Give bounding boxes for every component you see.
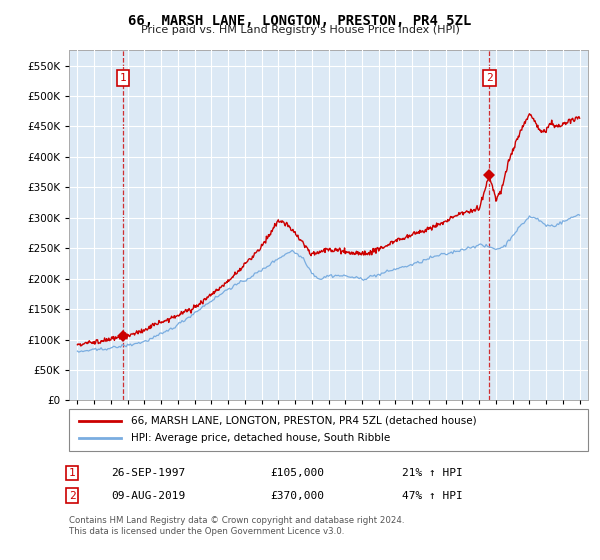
Text: Price paid vs. HM Land Registry's House Price Index (HPI): Price paid vs. HM Land Registry's House …: [140, 25, 460, 35]
Text: 1: 1: [120, 73, 127, 83]
Text: 66, MARSH LANE, LONGTON, PRESTON, PR4 5ZL (detached house): 66, MARSH LANE, LONGTON, PRESTON, PR4 5Z…: [131, 416, 477, 426]
Text: £370,000: £370,000: [270, 491, 324, 501]
FancyBboxPatch shape: [69, 409, 588, 451]
Text: HPI: Average price, detached house, South Ribble: HPI: Average price, detached house, Sout…: [131, 433, 391, 443]
Text: 26-SEP-1997: 26-SEP-1997: [111, 468, 185, 478]
Text: 47% ↑ HPI: 47% ↑ HPI: [402, 491, 463, 501]
Text: 21% ↑ HPI: 21% ↑ HPI: [402, 468, 463, 478]
Text: 2: 2: [68, 491, 76, 501]
Text: £105,000: £105,000: [270, 468, 324, 478]
Text: 2: 2: [486, 73, 493, 83]
Text: 66, MARSH LANE, LONGTON, PRESTON, PR4 5ZL: 66, MARSH LANE, LONGTON, PRESTON, PR4 5Z…: [128, 14, 472, 28]
Text: 09-AUG-2019: 09-AUG-2019: [111, 491, 185, 501]
Text: 1: 1: [68, 468, 76, 478]
Text: Contains HM Land Registry data © Crown copyright and database right 2024.
This d: Contains HM Land Registry data © Crown c…: [69, 516, 404, 536]
